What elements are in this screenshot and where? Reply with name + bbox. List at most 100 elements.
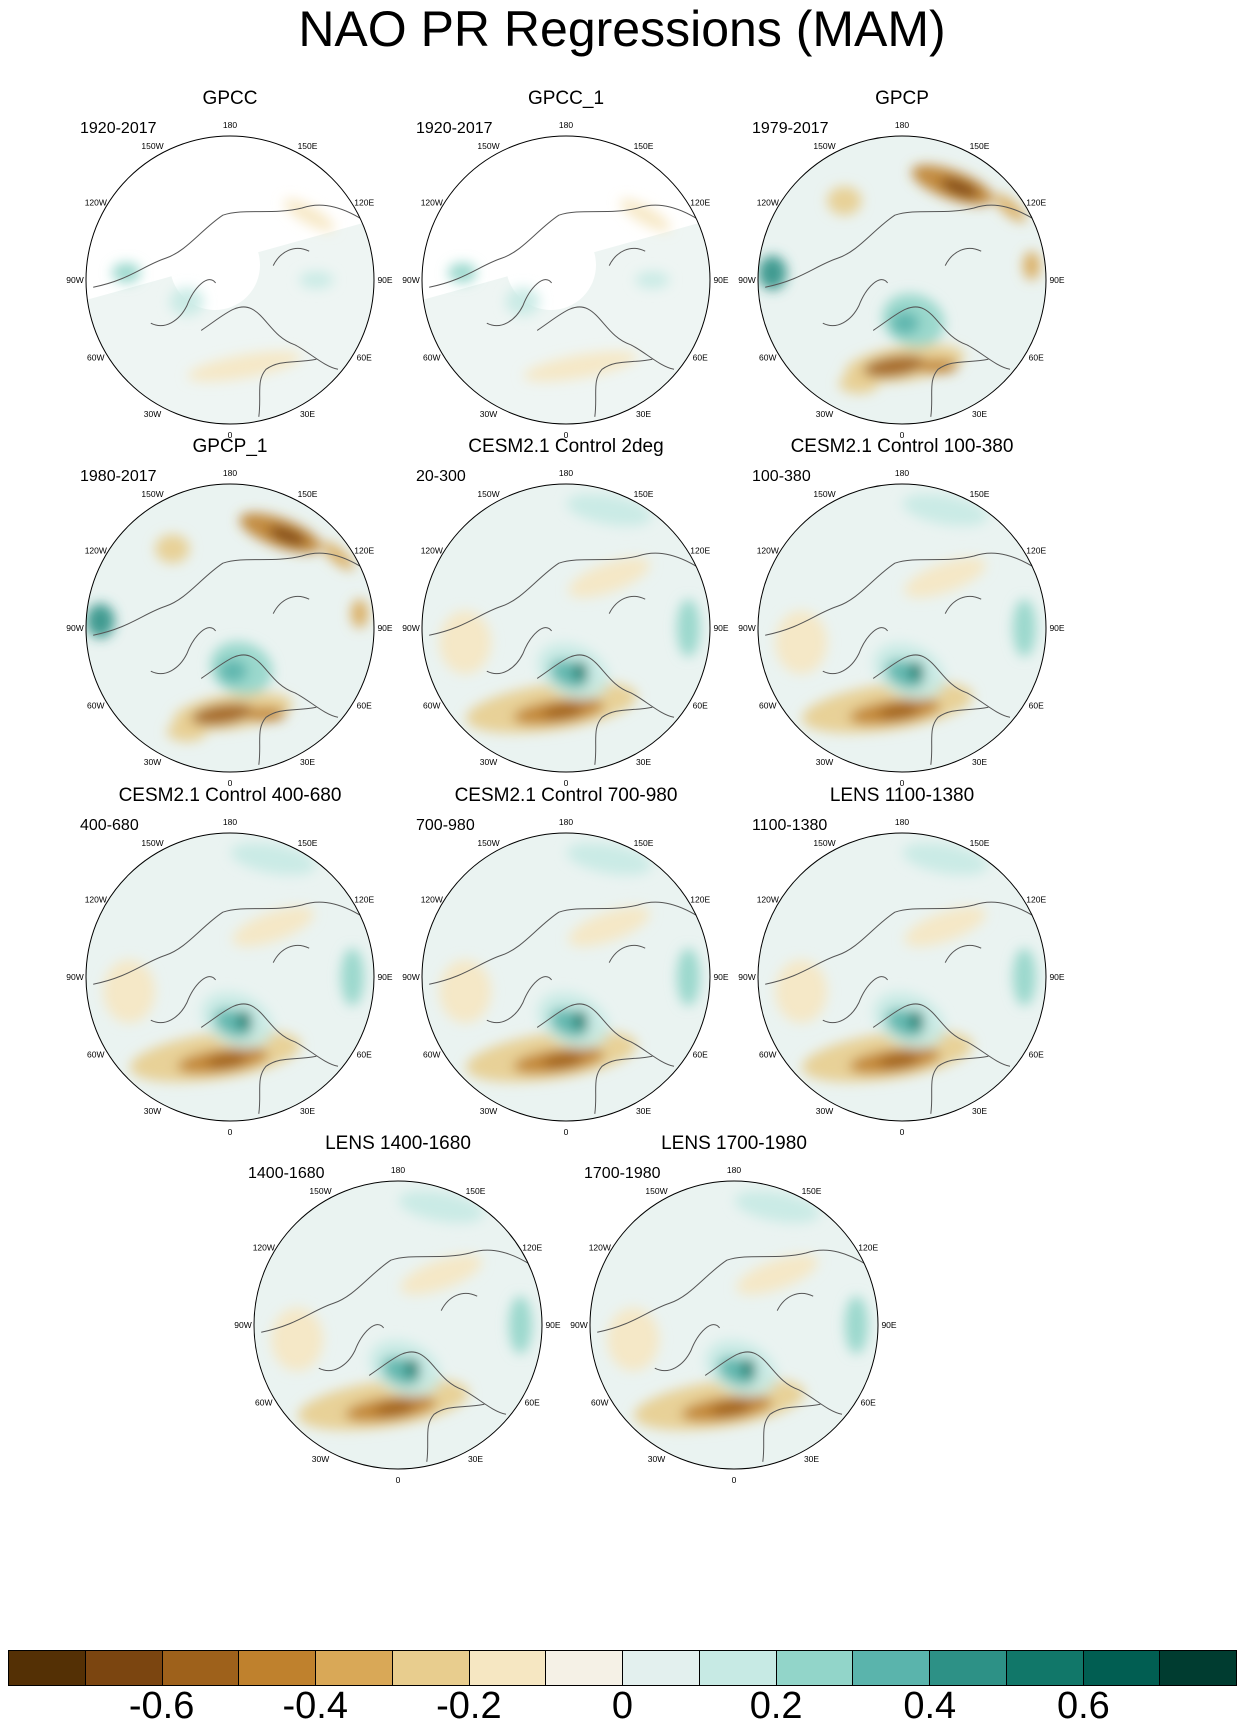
panel-title: GPCC (202, 88, 258, 109)
anomaly-contour (111, 262, 141, 283)
anomaly-contour (838, 373, 879, 394)
longitude-label: 60W (423, 1050, 440, 1060)
land-field (86, 220, 374, 424)
panel-period: 20-300 (416, 468, 466, 485)
map-panel: GPCC_1 1920-2017 180 150E 120E 90E 60E 30E 0 30W 6… (402, 88, 771, 440)
longitude-label: 120W (757, 895, 779, 905)
longitude-label: 60E (861, 1398, 876, 1408)
longitude-label: 90E (377, 275, 392, 285)
longitude-label: 30E (300, 409, 315, 419)
longitude-label: 30W (816, 757, 833, 767)
panel-period: 1920-2017 (80, 120, 157, 137)
coastline (536, 654, 675, 718)
longitude-label: 120E (690, 895, 710, 905)
longitude-label: 90E (1049, 972, 1064, 982)
anomaly-contour (155, 534, 190, 564)
map-panel: CESM2.1 Control 100-380 100-380 180 150E 120… (738, 436, 1107, 788)
anomaly-contour (904, 557, 987, 598)
anomaly-contour (902, 842, 988, 875)
polar-map: 180 150E 120E 90E 60E 30E 0 30W 60W 90W 120W 150W (402, 817, 729, 1137)
longitude-label: 60W (87, 701, 104, 711)
panel-period: 1920-2017 (416, 120, 493, 137)
longitude-label: 60E (1029, 701, 1044, 711)
coastline (426, 1403, 485, 1462)
anomaly-field (447, 198, 671, 382)
coastline (429, 901, 704, 985)
longitude-label: 150W (813, 838, 835, 848)
anomaly-contour (340, 948, 364, 1006)
coastline (93, 552, 368, 636)
coastline (822, 976, 889, 1024)
anomaly-contour (245, 707, 287, 722)
coastlines (93, 901, 368, 1114)
longitude-label: 90E (377, 972, 392, 982)
coastline (486, 279, 553, 327)
colorbar-swatch (623, 1651, 700, 1685)
map-boundary (85, 483, 375, 773)
longitude-label: 90W (738, 623, 755, 633)
anomaly-contour (568, 906, 651, 947)
longitude-label: 150W (645, 1186, 667, 1196)
anomaly-contour (237, 1010, 252, 1031)
map-panel: CESM2.1 Control 400-680 400-680 180 150E 120… (66, 785, 435, 1137)
map-boundary (85, 832, 375, 1122)
coastline (272, 247, 310, 266)
map-panel: LENS 1400-1680 1400-1680 180 150E 120E 90E 60E… (234, 1133, 603, 1485)
map-panel: CESM2.1 Control 700-980 700-980 180 150E 120… (402, 785, 771, 1137)
colorbar-tick-label: 0.2 (749, 1685, 803, 1727)
figure-title: NAO PR Regressions (MAM) (298, 1, 946, 57)
longitude-label: 60W (423, 701, 440, 711)
longitude-label: 60E (1029, 1050, 1044, 1060)
coastline (822, 279, 889, 327)
map-boundary (589, 1180, 879, 1470)
anomaly-contour (447, 262, 477, 283)
anomaly-contour (230, 842, 316, 875)
panel-period: 100-380 (752, 468, 811, 485)
anomaly-contour (676, 948, 700, 1006)
anomaly-contour (844, 1296, 868, 1354)
longitude-label: 60W (255, 1398, 272, 1408)
longitude-label: 90W (402, 275, 419, 285)
coastline (272, 944, 310, 963)
anomaly-field (271, 1190, 532, 1430)
panel-period: 1400-1680 (248, 1165, 325, 1182)
missing-data-region (170, 220, 260, 310)
longitude-label: 30W (648, 1454, 665, 1464)
longitude-label: 60W (759, 353, 776, 363)
colorbar-swatch (162, 1651, 240, 1685)
panel-title: LENS 1400-1680 (325, 1133, 471, 1154)
longitude-label: 90W (66, 972, 83, 982)
coastline (93, 204, 368, 288)
anomaly-contour (741, 1358, 756, 1379)
map-panel: GPCP 1979-2017 180 150E 120E 90E 60E 30E 0 30W 60W… (738, 88, 1107, 440)
longitude-label: 120W (85, 198, 107, 208)
longitude-label: 120E (690, 546, 710, 556)
anomaly-contour (1022, 251, 1041, 280)
colorbar-swatch (776, 1651, 854, 1685)
map-panel: LENS 1100-1380 1100-1380 180 150E 120E 90E 60E… (738, 785, 1107, 1137)
polar-map: 180 150E 120E 90E 60E 30E 0 30W 60W 90W 120W 150W (66, 120, 393, 440)
coastline (597, 1249, 872, 1333)
longitude-label: 30E (972, 757, 987, 767)
anomaly-field (439, 493, 700, 733)
colorbar-swatch (1006, 1651, 1084, 1685)
panel-title: GPCP_1 (192, 436, 268, 457)
longitude-label: 30E (468, 1454, 483, 1464)
longitude-label: 30E (300, 1106, 315, 1116)
anomaly-contour (775, 610, 828, 675)
coastline (486, 976, 553, 1024)
coastlines (429, 901, 704, 1114)
anomaly-contour (207, 1052, 248, 1069)
longitude-label: 30E (804, 1454, 819, 1464)
coastlines (261, 1249, 536, 1462)
longitude-label: 120E (354, 546, 374, 556)
coastline (608, 595, 646, 614)
anomaly-field (775, 842, 1036, 1082)
longitude-label: 150W (813, 141, 835, 151)
longitude-label: 90W (66, 623, 83, 633)
longitude-label: 120E (1026, 546, 1046, 556)
longitude-label: 120E (690, 198, 710, 208)
longitude-label: 150E (298, 141, 318, 151)
coastline (765, 901, 1040, 985)
anomaly-contour (268, 526, 307, 546)
